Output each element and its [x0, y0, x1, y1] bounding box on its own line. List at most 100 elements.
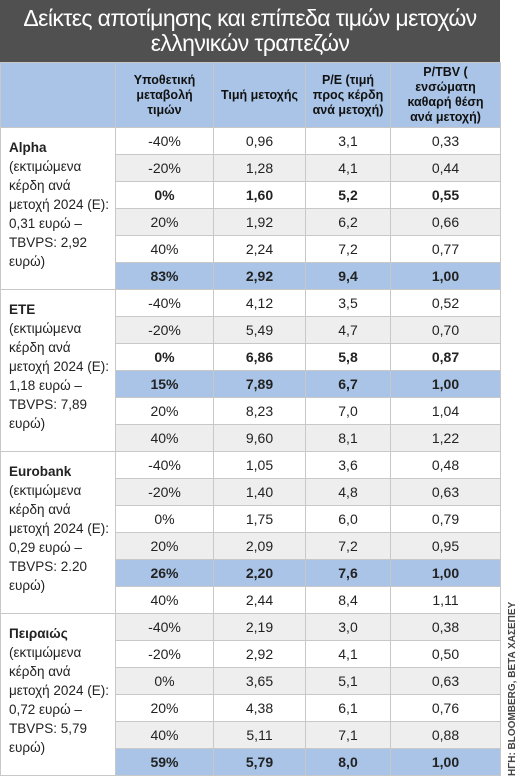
value-cell: 0,50 [390, 640, 501, 668]
data-row: Alpha (εκτιμώμενα κέρδη ανά μετοχή 2024 (… [0, 127, 501, 290]
value-cell: 7,89 [213, 370, 306, 398]
value-cell: 0,55 [390, 181, 501, 209]
data-row: 20% 8,23 7,0 1,04 [1, 397, 501, 425]
value-cell: 0,38 [390, 613, 501, 641]
value-cell: 6,0 [305, 505, 391, 533]
value-cell: -20% [115, 478, 214, 506]
value-cell: 1,04 [390, 397, 501, 425]
bank-name: ΕΤΕ [9, 302, 36, 317]
value-cell: 26% [115, 559, 214, 587]
bank-cell: Alpha (εκτιμώμενα κέρδη ανά μετοχή 2024 (… [0, 127, 116, 290]
data-row: Eurobank (εκτιμώμενα κέρδη ανά μετοχή 202… [0, 451, 501, 614]
value-cell: 4,1 [305, 640, 391, 668]
header-row: Υποθετική μεταβολή τιμών Τιμή μετοχής P/E … [0, 62, 501, 128]
value-cell: 1,00 [390, 370, 501, 398]
value-cell: 1,75 [213, 505, 306, 533]
value-cell: 1,28 [213, 154, 306, 182]
value-cell: 0,66 [390, 208, 501, 236]
value-cell: 8,4 [305, 586, 391, 614]
bank-note: (εκτιμώμενα κέρδη ανά μετοχή 2024 (Ε): 0… [9, 483, 109, 593]
value-cell: 0,76 [390, 694, 501, 722]
value-cell: 0,95 [390, 532, 501, 560]
value-cell: 8,1 [305, 424, 391, 452]
value-cell: 40% [115, 586, 214, 614]
value-cell: 8,23 [213, 397, 306, 425]
value-cell: 5,8 [305, 343, 391, 371]
value-cell: 2,20 [213, 559, 306, 587]
data-row: 15% 7,89 6,7 1,00 [1, 370, 501, 398]
bank-name: Alpha [9, 140, 47, 155]
data-row: Πειραιώς (εκτιμώμενα κέρδη ανά μετοχή 202… [0, 613, 501, 776]
value-cell: -40% [115, 613, 214, 641]
value-cell: 5,11 [213, 721, 306, 749]
data-row: -20% 1,40 4,8 0,63 [1, 478, 501, 506]
value-cell: 0,48 [390, 451, 501, 479]
value-cell: 1,00 [390, 748, 501, 776]
value-cell: 2,44 [213, 586, 306, 614]
valuation-table: Υποθετική μεταβολή τιμών Τιμή μετοχής P/E … [0, 62, 501, 776]
value-cell: 2,92 [213, 640, 306, 668]
data-row: 26% 2,20 7,6 1,00 [1, 559, 501, 587]
value-cell: 40% [115, 235, 214, 263]
value-cell: 20% [115, 397, 214, 425]
value-cell: 7,0 [305, 397, 391, 425]
value-cell: 0% [115, 667, 214, 695]
value-cell: 59% [115, 748, 214, 776]
value-cell: 0,52 [390, 289, 501, 317]
data-row: -20% 2,92 4,1 0,50 [1, 640, 501, 668]
value-cell: 1,00 [390, 262, 501, 290]
value-cell: 6,7 [305, 370, 391, 398]
value-cell: 40% [115, 721, 214, 749]
value-cell: 8,0 [305, 748, 391, 776]
column-header: P/TBV ( ενσώματη καθαρή θέση ανά μετοχή) [390, 62, 501, 128]
data-row: 83% 2,92 9,4 1,00 [1, 262, 501, 290]
value-cell: 2,24 [213, 235, 306, 263]
bank-note: (εκτιμώμενα κέρδη ανά μετοχή 2024 (Ε): 0… [9, 159, 109, 269]
value-cell: 7,1 [305, 721, 391, 749]
bank-cell: ΕΤΕ (εκτιμώμενα κέρδη ανά μετοχή 2024 (Ε)… [0, 289, 116, 452]
value-cell: 0% [115, 505, 214, 533]
value-cell: 6,2 [305, 208, 391, 236]
column-header: Υποθετική μεταβολή τιμών [115, 62, 214, 128]
value-cell: 2,19 [213, 613, 306, 641]
value-cell: 3,6 [305, 451, 391, 479]
value-cell: 7,2 [305, 532, 391, 560]
value-cell: 20% [115, 208, 214, 236]
value-cell: 0,44 [390, 154, 501, 182]
value-cell: 3,0 [305, 613, 391, 641]
value-cell: -40% [115, 289, 214, 317]
value-cell: 3,5 [305, 289, 391, 317]
value-cell: 0,96 [213, 127, 306, 155]
value-cell: -40% [115, 451, 214, 479]
value-cell: 83% [115, 262, 214, 290]
value-cell: 5,49 [213, 316, 306, 344]
bank-note: (εκτιμώμενα κέρδη ανά μετοχή 2024 (Ε): 0… [9, 645, 109, 755]
value-cell: 0,87 [390, 343, 501, 371]
value-cell: 4,38 [213, 694, 306, 722]
value-cell: 4,1 [305, 154, 391, 182]
value-cell: 0,63 [390, 478, 501, 506]
value-cell: 1,92 [213, 208, 306, 236]
column-header: P/E (τιμή προς κέρδη ανά μετοχή) [305, 62, 391, 128]
value-cell: 5,79 [213, 748, 306, 776]
value-cell: 0,77 [390, 235, 501, 263]
value-cell: -40% [115, 127, 214, 155]
value-cell: -20% [115, 640, 214, 668]
value-cell: 7,2 [305, 235, 391, 263]
value-cell: 15% [115, 370, 214, 398]
value-cell: 0,79 [390, 505, 501, 533]
value-cell: 0,88 [390, 721, 501, 749]
value-cell: 0,33 [390, 127, 501, 155]
bank-name: Eurobank [9, 464, 72, 479]
data-row: -20% 1,28 4,1 0,44 [1, 154, 501, 182]
source: ΗΓΗ: BLOOMBERG, BETA ΧΑΣΕΠΕΥ [507, 601, 518, 776]
bank-cell: Πειραιώς (εκτιμώμενα κέρδη ανά μετοχή 202… [0, 613, 116, 776]
data-row: 59% 5,79 8,0 1,00 [1, 748, 501, 776]
title: Δείκτες αποτίμησης και επίπεδα τιμών μετ… [0, 0, 500, 62]
value-cell: 3,65 [213, 667, 306, 695]
value-cell: 3,1 [305, 127, 391, 155]
value-cell: -20% [115, 316, 214, 344]
value-cell: 20% [115, 532, 214, 560]
value-cell: 4,12 [213, 289, 306, 317]
